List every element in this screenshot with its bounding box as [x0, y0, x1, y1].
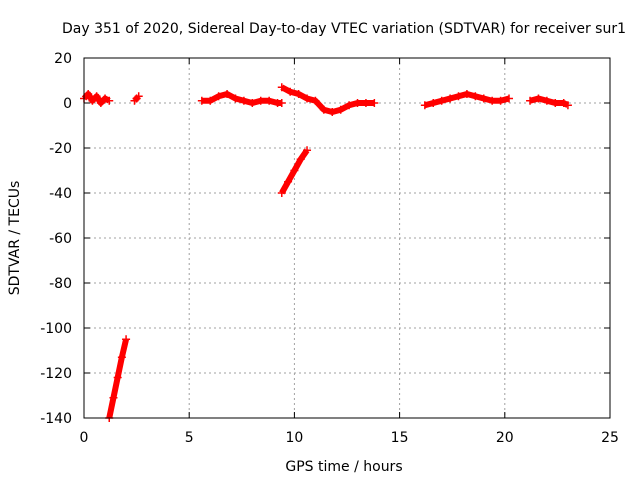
- series-seg2: [105, 335, 131, 422]
- x-tick-label: 5: [185, 430, 194, 446]
- series-seg1: [80, 90, 114, 107]
- x-tick-label: 15: [391, 430, 409, 446]
- x-tick-label: 20: [496, 430, 514, 446]
- data-point: [101, 94, 110, 103]
- x-axis-label: GPS time / hours: [285, 459, 402, 475]
- data-point: [328, 108, 337, 116]
- data-point: [277, 83, 286, 92]
- data-point: [88, 96, 97, 105]
- y-tick-label: -20: [49, 141, 72, 157]
- data-point: [286, 87, 295, 96]
- data-point: [303, 146, 312, 155]
- y-tick-label: -80: [49, 276, 72, 292]
- data-point: [361, 99, 370, 107]
- data-point: [206, 96, 215, 105]
- data-point: [256, 96, 265, 105]
- y-tick-label: -40: [49, 186, 72, 202]
- data-point: [277, 99, 286, 107]
- y-tick-label: -140: [40, 411, 72, 427]
- data-point: [526, 96, 535, 105]
- series-seg6: [277, 83, 379, 116]
- data-point: [113, 373, 122, 382]
- data-point: [284, 177, 293, 186]
- data-point: [471, 92, 480, 101]
- axis-ticks: [83, 57, 611, 419]
- data-point: [563, 101, 572, 110]
- data-point: [551, 99, 560, 107]
- data-point: [231, 94, 240, 103]
- data-point: [122, 335, 131, 344]
- data-point: [197, 96, 206, 105]
- series-seg8: [526, 94, 572, 110]
- data-point: [496, 96, 505, 105]
- data-point: [290, 166, 299, 175]
- series-seg3: [130, 92, 143, 105]
- data-point: [542, 96, 551, 105]
- series-seg5: [277, 146, 312, 197]
- data-point: [84, 90, 93, 98]
- data-point: [534, 94, 543, 103]
- data-point: [454, 92, 463, 101]
- data-point: [462, 90, 471, 98]
- y-tick-label: 0: [63, 96, 72, 112]
- data-point: [488, 96, 497, 105]
- series-seg4: [197, 90, 286, 107]
- y-tick-label: 20: [54, 51, 72, 67]
- data-point: [277, 189, 286, 197]
- data-point: [92, 92, 101, 101]
- x-tick-label: 25: [601, 430, 619, 446]
- data-point: [248, 99, 257, 107]
- x-tick-labels: 0 5 10 15 20 25: [80, 430, 619, 446]
- data-point: [265, 96, 274, 105]
- data-point: [353, 99, 362, 107]
- data-point: [134, 92, 143, 101]
- data-point: [319, 105, 328, 114]
- y-tick-labels: 20 0 -20 -40 -60 -80 -100 -120 -140: [40, 51, 72, 427]
- series-trace: [280, 84, 375, 115]
- data-point: [109, 393, 118, 402]
- data-point: [96, 99, 105, 107]
- data-point: [117, 353, 126, 362]
- data-point: [294, 90, 303, 98]
- data-point: [239, 96, 248, 105]
- x-tick-label: 10: [285, 430, 303, 446]
- y-axis-label: SDTVAR / TECUs: [7, 181, 23, 296]
- data-point: [420, 101, 429, 110]
- data-point: [345, 101, 354, 110]
- data-point: [336, 105, 345, 114]
- data-points: [80, 83, 572, 422]
- data-point: [429, 99, 438, 107]
- grid-lines: [84, 58, 610, 418]
- data-point: [311, 96, 320, 105]
- y-tick-label: -60: [49, 231, 72, 247]
- y-tick-label: -120: [40, 366, 72, 382]
- data-point: [370, 99, 379, 107]
- series-seg7: [420, 90, 514, 110]
- data-point: [559, 99, 568, 107]
- series-trace: [529, 95, 570, 108]
- chart-title: Day 351 of 2020, Sidereal Day-to-day VTE…: [62, 21, 626, 37]
- data-point: [303, 94, 312, 103]
- y-tick-label: -100: [40, 321, 72, 337]
- data-point: [105, 96, 114, 105]
- data-point: [446, 94, 455, 103]
- data-point: [223, 90, 232, 98]
- data-point: [214, 92, 223, 101]
- x-tick-label: 0: [80, 430, 89, 446]
- data-point: [505, 94, 514, 103]
- data-point: [437, 96, 446, 105]
- plot-frame: [83, 57, 611, 419]
- data-point: [479, 94, 488, 103]
- data-point: [296, 155, 305, 164]
